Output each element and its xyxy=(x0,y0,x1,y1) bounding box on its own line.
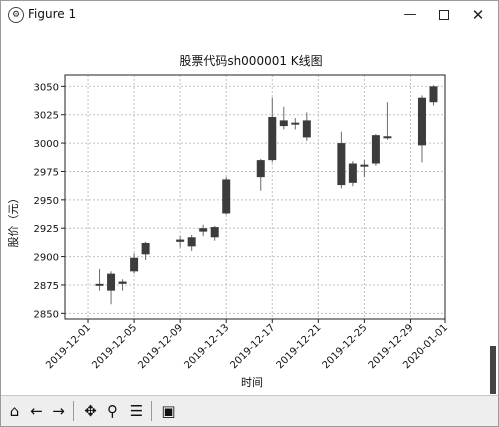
y-tick-label: 2975 xyxy=(34,167,59,178)
zoom-icon: ⚲ xyxy=(107,402,118,420)
configure-subplots-icon: ☰ xyxy=(129,402,144,420)
close-button[interactable]: ✕ xyxy=(471,6,485,24)
candle-body xyxy=(291,122,300,125)
minimize-button[interactable]: — xyxy=(403,7,417,22)
y-tick-label: 2850 xyxy=(34,309,59,320)
forward-button[interactable]: → xyxy=(49,400,68,422)
x-axis-label: 时间 xyxy=(241,376,263,389)
candle-body xyxy=(429,86,438,103)
candle-body xyxy=(279,120,288,127)
candle-body xyxy=(187,237,196,247)
pan-button[interactable]: ✥ xyxy=(81,400,100,422)
y-tick-label: 3050 xyxy=(34,82,59,93)
toolbar-separator xyxy=(151,401,152,421)
y-tick-label: 2900 xyxy=(34,253,59,264)
save-button[interactable]: ▣ xyxy=(159,400,178,422)
candle-body xyxy=(348,163,357,183)
y-tick-label: 2950 xyxy=(34,196,59,207)
forward-arrow-icon: → xyxy=(52,402,65,420)
maximize-icon xyxy=(439,9,449,20)
x-tick-label: 2019-12-13 xyxy=(182,322,231,371)
x-tick-label: 2019-12-21 xyxy=(275,322,324,371)
x-tick-label: 2019-12-01 xyxy=(44,322,93,371)
scrollbar[interactable] xyxy=(490,346,496,394)
candle-body xyxy=(337,143,346,186)
candle-body xyxy=(199,228,208,232)
y-axis-label: 股价（元） xyxy=(7,193,20,248)
candle-body xyxy=(118,281,127,284)
y-tick-label: 2875 xyxy=(34,281,59,292)
y-tick-label: 3000 xyxy=(34,139,59,150)
x-tick-label: 2019-12-25 xyxy=(321,322,370,371)
home-button[interactable]: ⌂ xyxy=(5,400,24,422)
y-tick-label: 2925 xyxy=(34,224,59,235)
matplotlib-logo-icon: ⚙ xyxy=(8,7,24,23)
candle-body xyxy=(141,242,150,255)
y-tick-label: 3025 xyxy=(34,111,59,122)
title-bar: ⚙ Figure 1 — ✕ xyxy=(1,1,498,29)
candle-body xyxy=(107,273,116,291)
candle-body xyxy=(360,164,369,167)
candle-body xyxy=(302,120,311,138)
candle-body xyxy=(268,116,277,161)
toolbar-separator xyxy=(73,401,74,421)
window-title: Figure 1 xyxy=(28,7,77,21)
x-tick-label: 2019-12-09 xyxy=(136,322,185,371)
candle-body xyxy=(210,227,219,238)
candle-body xyxy=(371,135,380,164)
configure-subplots-button[interactable]: ☰ xyxy=(127,400,146,422)
candle-body xyxy=(95,283,104,286)
navigation-toolbar: ⌂ ← → ✥ ⚲ ☰ ▣ xyxy=(1,395,498,426)
maximize-button[interactable] xyxy=(427,1,461,29)
back-button[interactable]: ← xyxy=(27,400,46,422)
candlestick-chart: 股票代码sh000001 K线图 2850 2875 2900 2925 2950 297… xyxy=(7,54,450,389)
back-arrow-icon: ← xyxy=(30,402,43,420)
candle-body xyxy=(176,239,185,242)
candle-body xyxy=(417,97,426,146)
chart-title: 股票代码sh000001 K线图 xyxy=(179,54,322,68)
plot-area[interactable] xyxy=(64,74,446,320)
zoom-button[interactable]: ⚲ xyxy=(103,400,122,422)
pan-icon: ✥ xyxy=(84,402,97,420)
candle-body xyxy=(256,160,265,178)
candle-body xyxy=(383,136,392,139)
save-icon: ▣ xyxy=(161,402,176,420)
home-icon: ⌂ xyxy=(9,402,20,420)
candle-body xyxy=(130,257,139,272)
x-tick-label: 2019-12-05 xyxy=(90,322,139,371)
candle-body xyxy=(222,179,231,214)
x-tick-label: 2019-12-17 xyxy=(229,322,278,371)
